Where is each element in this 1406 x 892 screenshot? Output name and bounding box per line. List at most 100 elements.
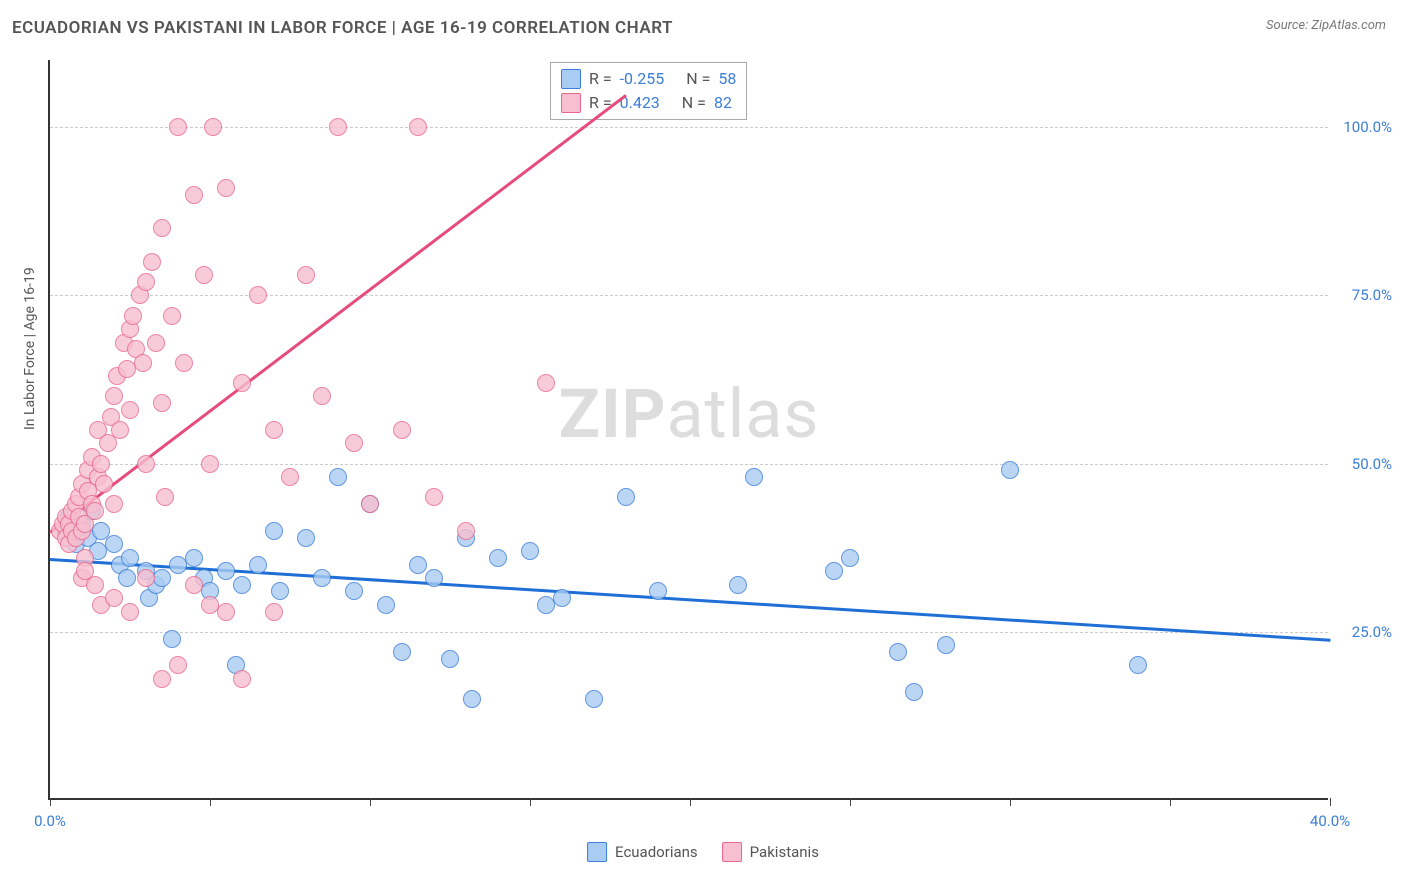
legend-item: Pakistanis [722,842,819,862]
data-point [169,656,187,674]
data-point [265,522,283,540]
data-point [204,118,222,136]
x-tick [1010,798,1011,806]
data-point [425,569,443,587]
data-point [137,569,155,587]
data-point [86,502,104,520]
y-axis-title: In Labor Force | Age 16-19 [22,267,38,430]
data-point [313,569,331,587]
data-point [105,535,123,553]
source-credit: Source: ZipAtlas.com [1266,18,1386,33]
trend-line [50,558,1330,641]
watermark-rest: atlas [667,374,820,454]
data-point [409,118,427,136]
data-point [281,468,299,486]
data-point [297,266,315,284]
data-point [521,542,539,560]
data-point [163,630,181,648]
x-tick [850,798,851,806]
data-point [345,434,363,452]
data-point [313,387,331,405]
data-point [86,576,104,594]
data-point [105,387,123,405]
data-point [553,589,571,607]
x-tick-label: 40.0% [1310,812,1350,830]
data-point [111,421,129,439]
data-point [463,690,481,708]
data-point [92,455,110,473]
data-point [249,286,267,304]
legend-n-value: 58 [718,67,736,91]
data-point [441,650,459,668]
series-legend: Ecuadorians Pakistanis [587,842,819,862]
x-tick [370,798,371,806]
data-point [137,455,155,473]
data-point [169,118,187,136]
legend-swatch [587,842,607,862]
data-point [153,569,171,587]
data-point [105,589,123,607]
legend-row: R =0.423N =82 [561,91,736,115]
data-point [201,455,219,473]
data-point [1129,656,1147,674]
x-tick [210,798,211,806]
data-point [729,576,747,594]
data-point [937,636,955,654]
data-point [147,334,165,352]
y-tick-label: 50.0% [1352,455,1392,473]
legend-swatch [561,93,581,113]
data-point [105,495,123,513]
data-point [425,488,443,506]
data-point [265,421,283,439]
data-point [121,549,139,567]
data-point [156,488,174,506]
data-point [233,576,251,594]
gridline [50,632,1328,633]
data-point [195,266,213,284]
legend-item: Ecuadorians [587,842,698,862]
data-point [121,603,139,621]
data-point [649,582,667,600]
data-point [121,401,139,419]
legend-n-value: 82 [714,91,732,115]
chart-title: ECUADORIAN VS PAKISTANI IN LABOR FORCE |… [12,18,673,38]
plot-area: ZIPatlas R =-0.255N =58R =0.423N =82 25.… [48,60,1328,800]
y-tick-label: 75.0% [1352,286,1392,304]
data-point [153,670,171,688]
data-point [233,670,251,688]
data-point [134,354,152,372]
data-point [345,582,363,600]
watermark: ZIPatlas [559,374,820,454]
gridline [50,464,1328,465]
legend-r-label: R = [589,67,612,91]
legend-r-value: -0.255 [620,67,665,91]
gridline [50,295,1328,296]
data-point [118,569,136,587]
data-point [185,549,203,567]
data-point [489,549,507,567]
legend-n-label: N = [686,67,710,91]
data-point [361,495,379,513]
data-point [99,434,117,452]
data-point [905,683,923,701]
correlation-legend: R =-0.255N =58R =0.423N =82 [550,62,747,120]
data-point [185,186,203,204]
x-tick [1330,798,1331,806]
data-point [185,576,203,594]
data-point [297,529,315,547]
data-point [393,643,411,661]
data-point [329,118,347,136]
data-point [233,374,251,392]
legend-swatch [561,69,581,89]
data-point [585,690,603,708]
data-point [1001,461,1019,479]
x-tick [1170,798,1171,806]
data-point [217,179,235,197]
data-point [377,596,395,614]
data-point [249,556,267,574]
data-point [745,468,763,486]
data-point [163,307,181,325]
x-tick [690,798,691,806]
data-point [217,603,235,621]
legend-n-label: N = [682,91,706,115]
